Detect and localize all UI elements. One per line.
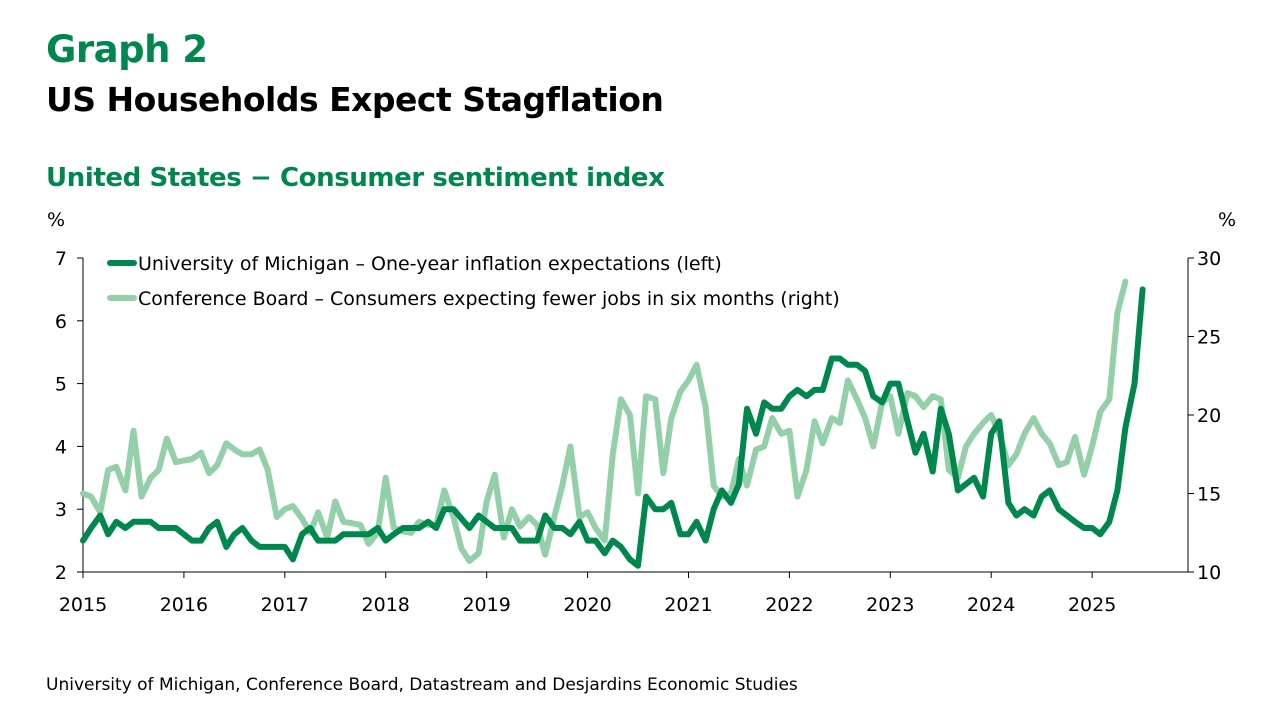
x-axis-tick-label: 2015 — [59, 594, 107, 616]
right-axis-tick-label: 15 — [1197, 484, 1221, 506]
left-axis-tick-label: 2 — [55, 562, 67, 584]
x-axis-tick-label: 2023 — [866, 594, 914, 616]
x-axis-tick-label: 2020 — [563, 594, 611, 616]
x-axis-tick-label: 2025 — [1068, 594, 1116, 616]
right-axis-tick-label: 10 — [1197, 562, 1221, 584]
series-line-conference-board — [80, 278, 1129, 564]
left-axis-tick-label: 7 — [55, 248, 67, 270]
x-axis-tick-label: 2017 — [261, 594, 309, 616]
graph-title: US Households Expect Stagflation — [46, 80, 664, 119]
x-axis-tick-label: 2024 — [967, 594, 1015, 616]
series-line-michigan — [80, 286, 1146, 569]
x-axis-tick-label: 2022 — [765, 594, 813, 616]
x-axis-tick-label: 2016 — [160, 594, 208, 616]
x-axis-tick-label: 2021 — [664, 594, 712, 616]
left-axis-tick-label: 5 — [55, 374, 67, 396]
legend-label-michigan: University of Michigan – One-year inflat… — [138, 253, 722, 275]
right-axis-unit: % — [1218, 209, 1236, 231]
left-axis-unit: % — [47, 209, 65, 231]
legend-label-conference-board: Conference Board – Consumers expecting f… — [138, 288, 840, 310]
right-axis-tick-label: 25 — [1197, 327, 1221, 349]
graph-label: Graph 2 — [46, 28, 208, 71]
left-axis-tick-label: 4 — [55, 436, 67, 458]
chart-legend: University of Michigan – One-year inflat… — [107, 253, 840, 310]
left-axis-tick-label: 6 — [55, 311, 67, 333]
left-axis-tick-label: 3 — [55, 499, 67, 521]
source-note: University of Michigan, Conference Board… — [46, 675, 798, 695]
right-axis-tick-label: 20 — [1197, 405, 1221, 427]
chart-subtitle: United States − Consumer sentiment index — [46, 163, 665, 193]
x-axis-tick-label: 2018 — [362, 594, 410, 616]
x-axis-tick-label: 2019 — [462, 594, 510, 616]
right-axis-tick-label: 30 — [1197, 248, 1221, 270]
